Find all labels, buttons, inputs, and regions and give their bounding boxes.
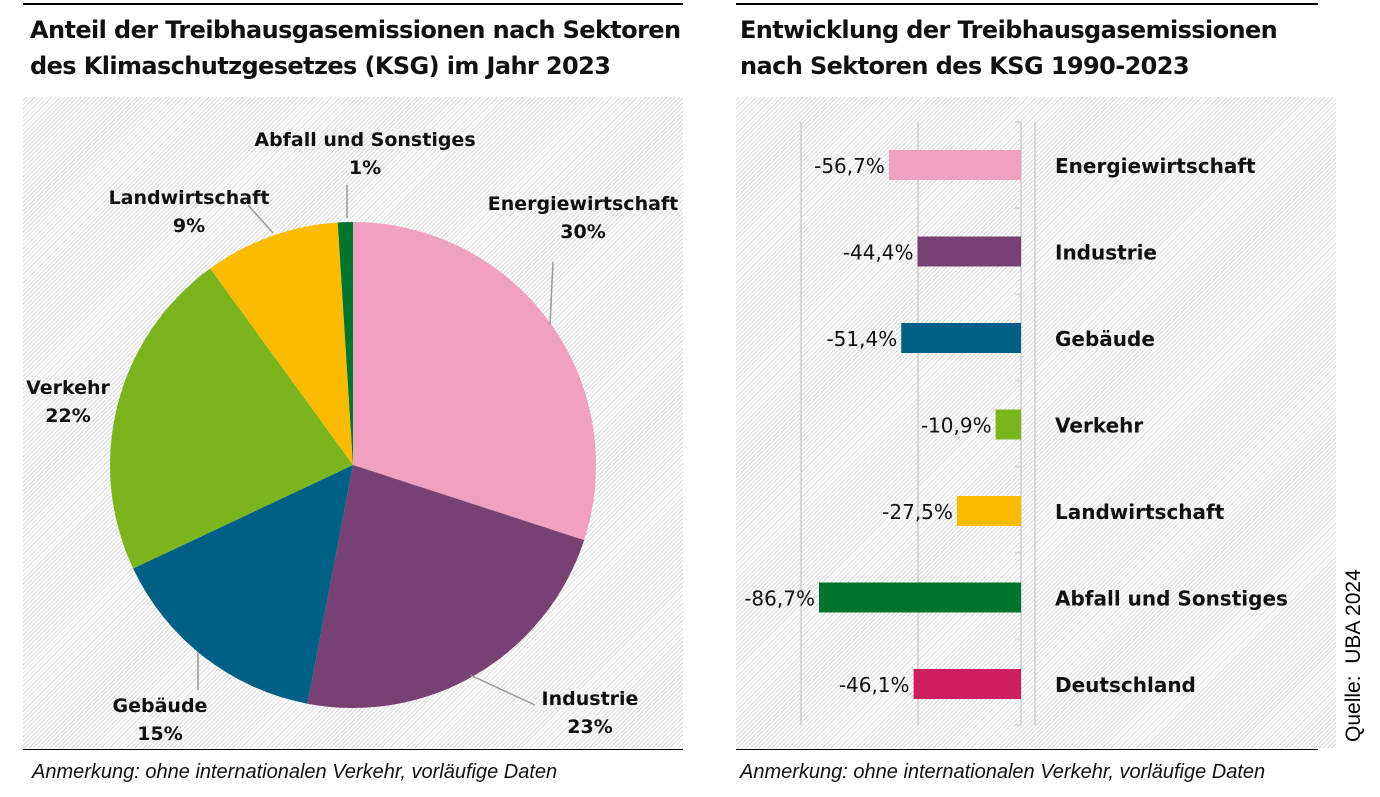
pie-label: Verkehr [26,377,110,399]
pie-title-line2: des Klimaschutzgesetzes (KSG) im Jahr 20… [30,52,611,80]
left-footer-rule [23,749,683,750]
pie-label: Industrie [542,688,639,710]
pie-title-line1: Anteil der Treibhausgasemissionen nach S… [30,16,681,44]
pie-label: Gebäude [113,695,208,717]
bar-value-label: -46,1% [839,673,910,697]
bar-title: Entwicklung der Treibhausgasemissionen n… [740,12,1278,84]
pie-label: Landwirtschaft [109,187,270,209]
pie-slice-energiewirtschaft [353,222,596,541]
right-footer-rule [736,749,1318,750]
pie-slice-verkehr [110,268,353,569]
bar-verkehr [995,409,1021,440]
bar-gebäude [901,323,1021,353]
bar-category-label: Landwirtschaft [1055,500,1225,524]
bar-title-line1: Entwicklung der Treibhausgasemissionen [740,16,1278,44]
bar-industrie [917,236,1021,267]
left-title-rule [23,3,683,5]
bar-category-label: Deutschland [1055,673,1196,697]
pie-value-label: 1% [349,157,381,179]
bar-category-label: Industrie [1055,241,1157,265]
pie-value-label: 9% [173,215,205,237]
bar-energiewirtschaft [888,150,1021,180]
bar-deutschland [913,669,1021,699]
right-title-rule [736,3,1318,5]
pie-note: Anmerkung: ohne internationalen Verkehr,… [32,761,558,783]
bar-abfall-und-sonstiges [818,582,1021,613]
bar-value-label: -56,7% [814,154,885,178]
bar-value-label: -27,5% [882,500,953,524]
pie-slice-gebäude [133,465,353,704]
pie-value-label: 30% [560,221,605,243]
bar-value-label: -10,9% [921,414,992,438]
pie-title: Anteil der Treibhausgasemissionen nach S… [30,12,681,84]
bar-category-label: Gebäude [1055,327,1155,351]
pie-leader-line [549,261,554,326]
bar-value-label: -86,7% [744,587,815,611]
pie-value-label: 23% [567,716,612,738]
pie-leader-line [469,674,536,706]
pie-label: Abfall und Sonstiges [254,129,475,151]
pie-slice-landwirtschaft [210,222,353,465]
bar-category-label: Abfall und Sonstiges [1055,587,1288,611]
pie-value-label: 22% [45,405,90,427]
pie-slice-industrie [307,465,585,708]
pie-value-label: 15% [137,723,182,745]
pie-slice-abfall-und-sonstiges [337,222,353,465]
bar-landwirtschaft [956,496,1021,526]
pie-leader-line [247,204,274,234]
pie-label: Energiewirtschaft [488,193,679,215]
source-label: Quelle: UBA 2024 [1342,569,1365,742]
bar-category-label: Verkehr [1055,414,1143,438]
bar-value-label: -44,4% [843,241,914,265]
bar-note: Anmerkung: ohne internationalen Verkehr,… [740,761,1266,783]
bar-value-label: -51,4% [826,327,897,351]
bar-title-line2: nach Sektoren des KSG 1990-2023 [740,52,1190,80]
bar-category-label: Energiewirtschaft [1055,154,1256,178]
